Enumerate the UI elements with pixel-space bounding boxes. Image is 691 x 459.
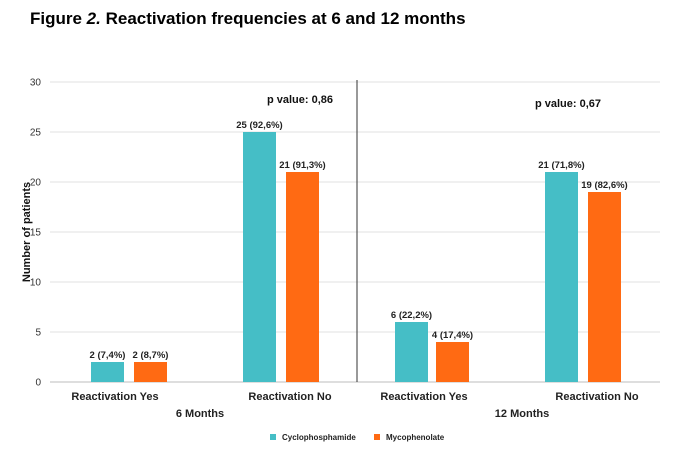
legend-label: Mycophenolate xyxy=(386,433,445,442)
figure-title: Figure 2. Reactivation frequencies at 6 … xyxy=(30,9,466,29)
bar xyxy=(395,322,428,382)
y-tick-label: 20 xyxy=(30,178,42,189)
data-label: 6 (22,2%) xyxy=(391,310,432,321)
legend-swatch xyxy=(374,434,380,440)
y-tick-label: 25 xyxy=(30,128,42,139)
bar xyxy=(545,172,578,382)
data-label: 2 (7,4%) xyxy=(90,350,126,361)
legend-swatch xyxy=(270,434,276,440)
bar xyxy=(134,362,167,382)
data-label: 19 (82,6%) xyxy=(581,180,627,191)
bar xyxy=(286,172,319,382)
category-label: Reactivation No xyxy=(248,391,331,403)
y-axis-label: Number of patients xyxy=(21,182,33,282)
figure-title-text: Reactivation frequencies at 6 and 12 mon… xyxy=(100,9,466,28)
y-tick-label: 15 xyxy=(30,228,42,239)
data-label: 2 (8,7%) xyxy=(133,350,169,361)
bar xyxy=(91,362,124,382)
y-tick-label: 10 xyxy=(30,278,42,289)
bar xyxy=(588,192,621,382)
data-label: 21 (91,3%) xyxy=(279,160,325,171)
data-label: 25 (92,6%) xyxy=(236,120,282,131)
group-label: 6 Months xyxy=(176,408,224,420)
bar xyxy=(243,132,276,382)
y-tick-label: 30 xyxy=(30,78,42,89)
p-value-label: p value: 0,67 xyxy=(535,98,601,110)
legend-label: Cyclophosphamide xyxy=(282,433,356,442)
category-label: Reactivation No xyxy=(555,391,638,403)
group-label: 12 Months xyxy=(495,408,549,420)
category-label: Reactivation Yes xyxy=(71,391,158,403)
p-value-label: p value: 0,86 xyxy=(267,94,333,106)
y-tick-label: 0 xyxy=(35,378,41,389)
category-label: Reactivation Yes xyxy=(380,391,467,403)
data-label: 21 (71,8%) xyxy=(538,160,584,171)
figure-title-prefix: Figure xyxy=(30,9,87,28)
bar xyxy=(436,342,469,382)
figure-title-number: 2. xyxy=(86,9,101,28)
y-tick-label: 5 xyxy=(35,328,41,339)
data-label: 4 (17,4%) xyxy=(432,330,473,341)
